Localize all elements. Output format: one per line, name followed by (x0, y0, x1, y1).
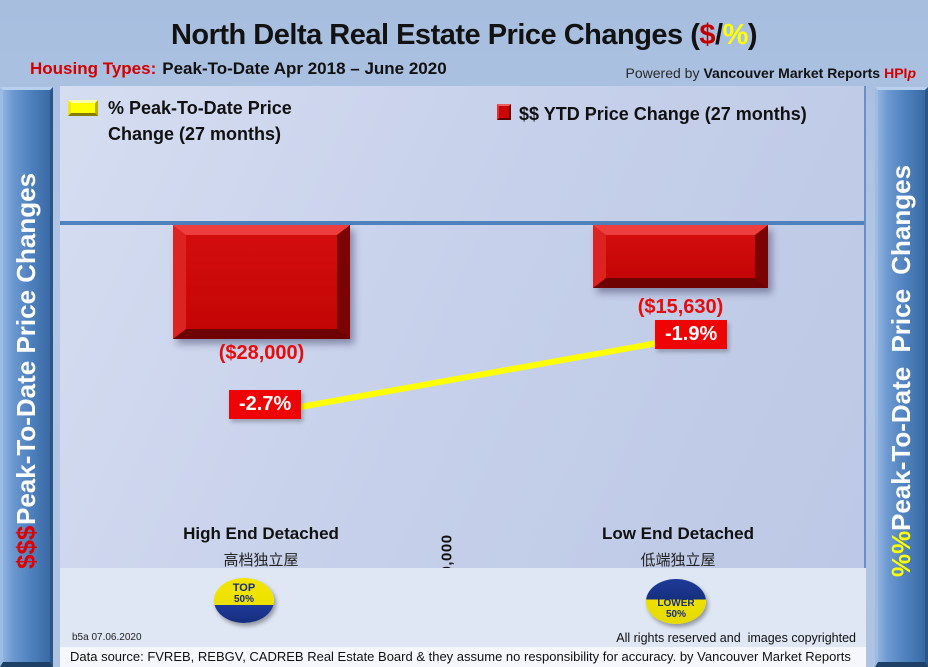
right-axis-title: %% Peak-To-Date Price Changes (878, 90, 925, 662)
point-label-high-end: -2.7% (229, 390, 302, 419)
title-percent-symbol: % (722, 19, 749, 51)
subtitle-range: Peak-To-Date Apr 2018 – June 2020 (162, 59, 447, 78)
category-label-zh: 低端独立屋 (640, 552, 716, 569)
bar-value-low-end: ($15,630) (637, 296, 724, 318)
legend-percent-label: % Peak-To-Date Price Change (27 months) (108, 95, 292, 147)
badge-line1: LOWER (657, 598, 695, 609)
title-dollar-symbol: $ (699, 19, 716, 51)
badge-line1: TOP (232, 582, 256, 594)
zero-baseline-axis (60, 221, 864, 225)
page-title: North Delta Real Estate Price Changes ($… (0, 19, 928, 52)
top-50-badge: TOP 50% (214, 578, 274, 623)
powered-brand: Vancouver Market Reports (703, 65, 881, 81)
legend-item-dollar: $$ YTD Price Change (27 months) (497, 101, 807, 127)
category-label-en: Low End Detached (601, 524, 755, 543)
bar-value-high-end: ($28,000) (218, 342, 305, 364)
left-axis-bar: $$$ Peak-To-Date Price Changes (0, 87, 53, 667)
subtitle-label: Housing Types: (30, 59, 157, 78)
legend-item-percent: % Peak-To-Date Price Change (27 months) (68, 95, 292, 147)
category-label-zh: 高档独立屋 (223, 552, 299, 569)
left-axis-title: $$$ Peak-To-Date Price Changes (3, 90, 50, 662)
category-low-end: Low End Detached 低端独立屋 (568, 524, 788, 570)
bar-low-end-detached (593, 225, 768, 288)
right-axis-bar: %% Peak-To-Date Price Changes (875, 87, 928, 667)
category-label-en: High End Detached (183, 524, 339, 543)
version-stamp: b5a 07.06.2020 (72, 632, 142, 643)
powered-by: Powered by Vancouver Market Reports HPIp (626, 65, 916, 81)
left-axis-label: Peak-To-Date Price Changes (11, 173, 41, 526)
legend-percent-line1: % Peak-To-Date Price (108, 98, 292, 118)
powered-prefix: Powered by (625, 65, 700, 81)
bar-high-end-detached (173, 225, 350, 339)
powered-hpi: HPI (884, 65, 908, 81)
footer-strip: TOP 50% LOWER 50% b5a 07.06.2020 All rig… (60, 568, 866, 667)
yellow-line-swatch-icon (68, 100, 98, 116)
legend-dollar-label: $$ YTD Price Change (27 months) (519, 104, 807, 124)
subtitle: Housing Types: Peak-To-Date Apr 2018 – Ju… (30, 59, 447, 79)
footer-source-background (60, 647, 866, 667)
lower-50-badge: LOWER 50% (646, 579, 706, 624)
data-source-disclaimer: Data source: FVREB, REBGV, CADREB Real E… (70, 649, 851, 664)
badge-line2: 50% (665, 608, 686, 620)
left-axis-dollar-suffix: $$$ (11, 525, 41, 569)
title-text: North Delta Real Estate Price Changes ( (170, 19, 700, 51)
plot-area: % Peak-To-Date Price Change (27 months) … (60, 86, 866, 570)
legend-percent-line2: Change (27 months) (108, 124, 282, 145)
powered-hpi-p: p (907, 65, 916, 81)
badge-line2: 50% (233, 593, 254, 605)
title-slash: / (715, 19, 723, 51)
title-close-paren: ) (747, 19, 758, 51)
point-label-low-end: -1.9% (655, 320, 728, 349)
right-axis-percent-suffix: %% (886, 530, 916, 578)
category-high-end: High End Detached 高档独立屋 (151, 524, 371, 570)
copyright-notice: All rights reserved and images copyright… (616, 631, 856, 645)
right-axis-label: Peak-To-Date Price Changes (886, 164, 916, 531)
red-bar-swatch-icon (497, 104, 511, 120)
